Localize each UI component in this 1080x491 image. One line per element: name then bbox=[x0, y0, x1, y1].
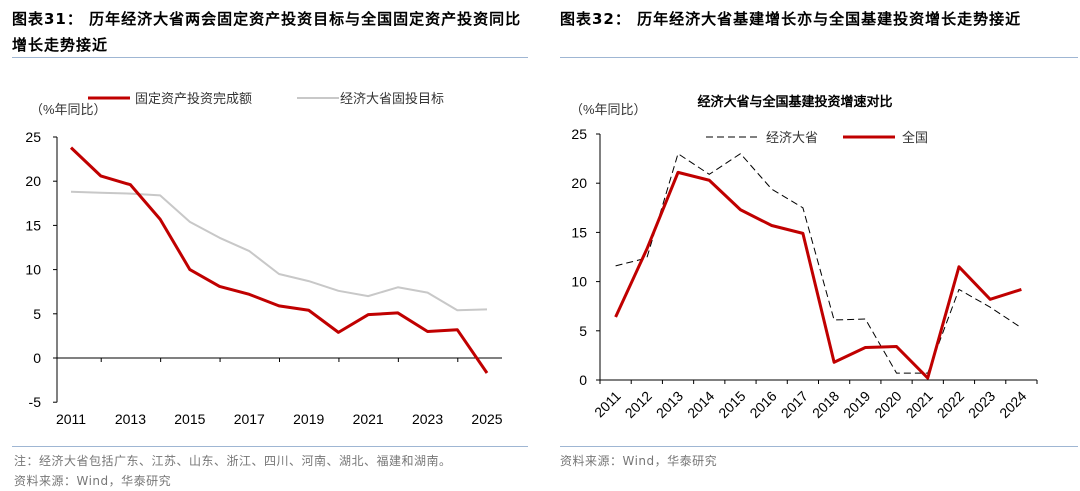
y-tick-label: 15 bbox=[25, 217, 41, 233]
x-tick-label: 2015 bbox=[174, 411, 205, 427]
x-tick-label: 2025 bbox=[471, 411, 502, 427]
y-tick-label: 20 bbox=[571, 175, 587, 191]
left-top-divider bbox=[12, 57, 528, 58]
right-figure-title: 图表32： 历年经济大省基建增长亦与全国基建投资增长走势接近 bbox=[560, 10, 1022, 28]
left-source: 资料来源：Wind，华泰研究 bbox=[14, 474, 172, 488]
y-tick-label: 5 bbox=[579, 323, 587, 339]
legend-label: 经济大省固投目标 bbox=[340, 91, 444, 106]
x-tick-label: 2011 bbox=[56, 411, 86, 427]
x-tick-label: 2012 bbox=[622, 388, 655, 421]
y-tick-label: 0 bbox=[579, 372, 587, 388]
legend-label: 固定资产投资完成额 bbox=[135, 91, 252, 106]
x-tick-label: 2015 bbox=[715, 388, 748, 421]
x-tick-label: 2019 bbox=[840, 388, 873, 421]
y-tick-label: 5 bbox=[33, 306, 41, 322]
x-tick-label: 2023 bbox=[412, 411, 443, 427]
y-tick-label: 10 bbox=[25, 262, 41, 278]
x-tick-label: 2017 bbox=[234, 411, 265, 427]
x-tick-label: 2011 bbox=[591, 388, 624, 421]
legend-label: 全国 bbox=[902, 130, 928, 145]
x-tick-label: 2019 bbox=[293, 411, 324, 427]
y-tick-label: -5 bbox=[29, 394, 42, 410]
x-tick-label: 2013 bbox=[653, 388, 686, 421]
chart-title: 经济大省与全国基建投资增速对比 bbox=[697, 94, 892, 109]
x-tick-label: 2021 bbox=[903, 388, 936, 421]
y-tick-label: 10 bbox=[571, 274, 587, 290]
y-tick-label: 0 bbox=[33, 350, 41, 366]
x-tick-label: 2023 bbox=[965, 388, 998, 421]
y-axis-label: （%年同比） bbox=[570, 102, 647, 117]
x-tick-label: 2014 bbox=[684, 388, 717, 421]
series-line-actual bbox=[69, 146, 489, 374]
right-source: 资料来源：Wind，华泰研究 bbox=[560, 454, 718, 468]
x-tick-label: 2024 bbox=[996, 388, 1029, 421]
x-tick-label: 2021 bbox=[353, 411, 384, 427]
x-tick-label: 2018 bbox=[809, 388, 842, 421]
left-bottom-divider bbox=[12, 446, 528, 447]
series-line-major-provinces bbox=[615, 153, 1022, 374]
x-tick-label: 2016 bbox=[746, 388, 779, 421]
y-tick-label: 25 bbox=[25, 129, 41, 145]
x-tick-label: 2013 bbox=[115, 411, 146, 427]
series-line-national bbox=[614, 170, 1022, 380]
y-tick-label: 25 bbox=[571, 126, 587, 142]
y-tick-label: 15 bbox=[571, 224, 587, 240]
left-footnote: 注：经济大省包括广东、江苏、山东、浙江、四川、河南、湖北、福建和湖南。 bbox=[14, 454, 452, 468]
right-top-divider bbox=[560, 57, 1078, 58]
series-line-target bbox=[70, 190, 488, 312]
right-bottom-divider bbox=[560, 446, 1078, 447]
x-tick-label: 2020 bbox=[871, 388, 904, 421]
y-tick-label: 20 bbox=[25, 173, 41, 189]
x-tick-label: 2017 bbox=[778, 388, 811, 421]
x-tick-label: 2022 bbox=[934, 388, 967, 421]
left-figure-title: 图表31： 历年经济大省两会固定资产投资目标与全国固定资产投资同比增长走势接近 bbox=[12, 10, 522, 54]
y-axis-label: （%年同比） bbox=[30, 102, 107, 117]
legend-label: 经济大省 bbox=[766, 130, 818, 145]
